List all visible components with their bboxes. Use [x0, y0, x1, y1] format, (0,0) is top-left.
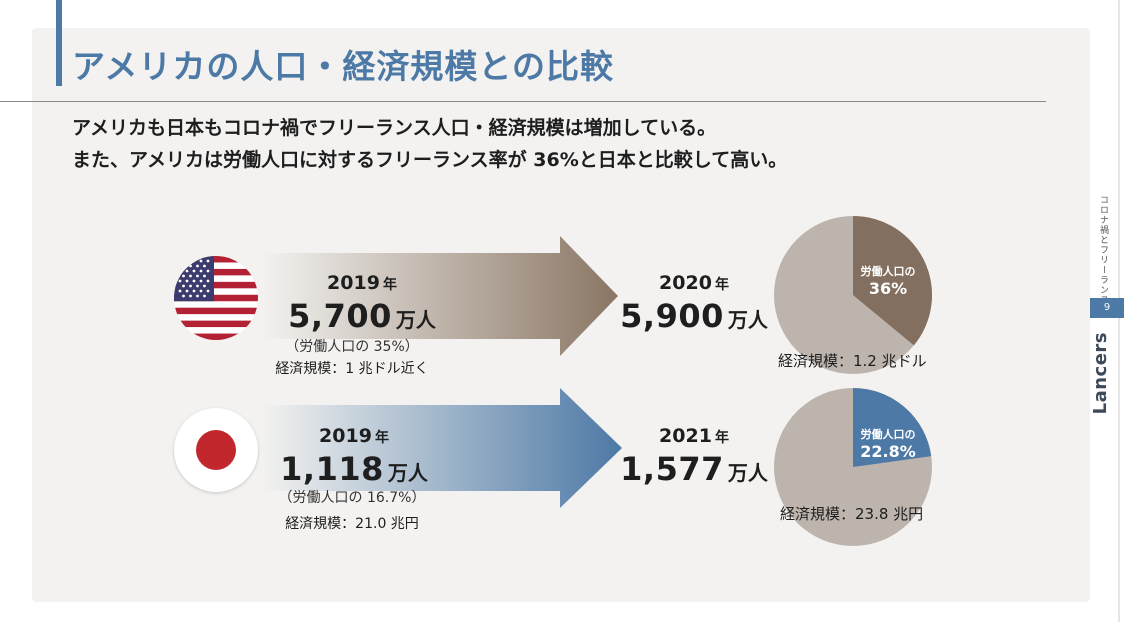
- us-2019-year: 2019: [327, 272, 380, 294]
- jp-pie-caption: 労働人口の: [860, 428, 916, 441]
- us-2020-population: 5,900: [620, 297, 724, 335]
- jp-2019-year-unit: 年: [374, 430, 389, 446]
- us-2020-economy: 経済規模：1.2 兆ドル: [778, 352, 927, 370]
- us-2020-year: 2020: [659, 272, 712, 294]
- us-2019-population-unit: 万人: [395, 308, 436, 332]
- jp-2019-year: 2019: [319, 425, 372, 447]
- jp-flag-icon: [174, 408, 258, 492]
- us-2020-population-unit: 万人: [727, 308, 768, 332]
- us-2019-stat: 2019 年 5,700 万人: [262, 271, 462, 339]
- us-2020-year-unit: 年: [714, 277, 729, 293]
- us-pie-caption: 労働人口の: [860, 265, 916, 278]
- title-accent-bar: [56, 0, 62, 86]
- jp-labor-share: （労働人口の 16.7%）: [278, 490, 426, 506]
- us-2019-details: （労働人口の 35%） 経済規模：1 兆ドル近く: [252, 336, 452, 380]
- jp-2021-population: 1,577: [620, 450, 724, 488]
- jp-labor-share-pie: [774, 388, 932, 546]
- brand-logo: Lancers: [1090, 332, 1111, 415]
- us-growth-arrow: [262, 236, 618, 356]
- us-2019-economy: 経済規模：1 兆ドル近く: [275, 361, 429, 377]
- us-2019-year-unit: 年: [382, 277, 397, 293]
- jp-2019-details: （労働人口の 16.7%） 経済規模：21.0 兆円: [252, 487, 452, 535]
- title-divider: [0, 101, 1046, 102]
- jp-2019-population-unit: 万人: [387, 461, 428, 485]
- jp-pie-share: 22.8%: [860, 442, 916, 461]
- jp-2021-year: 2021: [659, 425, 712, 447]
- jp-pie-share-slice: [853, 388, 932, 467]
- jp-growth-arrow: [262, 388, 622, 508]
- section-caption: コロナ禍とフリーランス: [1098, 195, 1108, 305]
- summary-line-1: アメリカも日本もコロナ禍でフリーランス人口・経済規模は増加している。: [72, 117, 717, 139]
- jp-2019-stat: 2019 年 1,118 万人: [254, 424, 454, 492]
- jp-2021-population-unit: 万人: [727, 461, 768, 485]
- jp-2019-economy: 経済規模：21.0 兆円: [285, 516, 419, 532]
- us-pie-share-slice: [853, 216, 932, 346]
- jp-flag-sun: [196, 430, 236, 470]
- page-number: 9: [1090, 298, 1124, 318]
- us-2020-stat: 2020 年 5,900 万人: [594, 271, 794, 339]
- jp-2021-economy: 経済規模：23.8 兆円: [780, 505, 924, 523]
- jp-2021-year-unit: 年: [714, 430, 729, 446]
- jp-2021-stat: 2021 年 1,577 万人: [594, 424, 794, 492]
- us-2019-population: 5,700: [288, 297, 392, 335]
- jp-2019-population: 1,118: [280, 450, 384, 488]
- summary-text: アメリカも日本もコロナ禍でフリーランス人口・経済規模は増加している。 また、アメ…: [72, 112, 787, 176]
- us-pie-label: 労働人口の 36%: [852, 264, 924, 298]
- us-flag-icon: [174, 256, 258, 340]
- us-labor-share-pie: [774, 216, 932, 374]
- us-pie-share: 36%: [868, 279, 908, 298]
- summary-line-2: また、アメリカは労働人口に対するフリーランス率が 36%と日本と比較して高い。: [72, 149, 788, 171]
- page-title: アメリカの人口・経済規模との比較: [72, 47, 615, 86]
- jp-pie-label: 労働人口の 22.8%: [852, 427, 924, 461]
- us-labor-share: （労働人口の 35%）: [285, 339, 419, 355]
